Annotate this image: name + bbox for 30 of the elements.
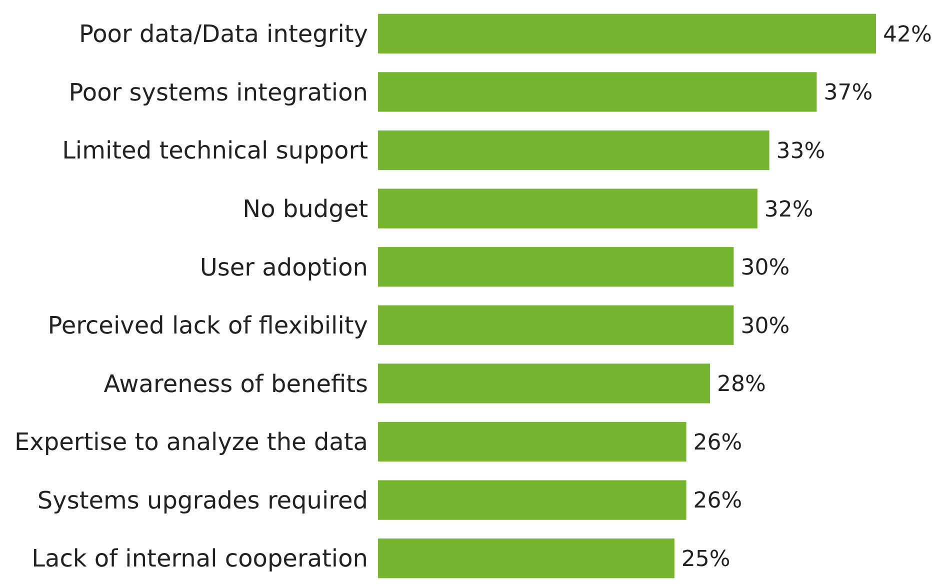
y-tick-label: Limited technical support bbox=[62, 136, 368, 165]
y-tick-label: Poor data/Data integrity bbox=[79, 20, 368, 48]
y-tick-label: Awareness of benefits bbox=[104, 370, 368, 398]
bar bbox=[378, 305, 734, 345]
bar bbox=[378, 130, 770, 170]
data-label: 26% bbox=[693, 430, 742, 456]
data-label: 37% bbox=[824, 80, 873, 106]
y-tick-label: Expertise to analyze the data bbox=[14, 428, 368, 456]
bar bbox=[378, 480, 686, 520]
bar bbox=[378, 538, 674, 578]
y-tick-label: No budget bbox=[242, 194, 368, 223]
y-tick-label: Poor systems integration bbox=[68, 78, 368, 106]
data-label: 30% bbox=[740, 314, 790, 339]
y-tick-label: Perceived lack of flexibility bbox=[48, 312, 368, 340]
bar bbox=[378, 72, 817, 112]
bar bbox=[378, 188, 758, 228]
bar bbox=[378, 247, 734, 287]
data-label: 28% bbox=[717, 372, 766, 398]
data-label: 26% bbox=[693, 488, 742, 514]
data-label: 33% bbox=[776, 138, 826, 164]
y-tick-label: Systems upgrades required bbox=[37, 486, 368, 514]
data-label: 32% bbox=[764, 197, 814, 222]
data-label: 30% bbox=[740, 256, 790, 281]
y-tick-label: User adoption bbox=[200, 253, 368, 282]
y-tick-label: Lack of internal cooperation bbox=[32, 544, 368, 573]
bar bbox=[378, 422, 686, 462]
data-label: 25% bbox=[681, 547, 730, 572]
bar bbox=[378, 14, 876, 54]
bar bbox=[378, 364, 710, 404]
data-label: 42% bbox=[883, 22, 932, 48]
